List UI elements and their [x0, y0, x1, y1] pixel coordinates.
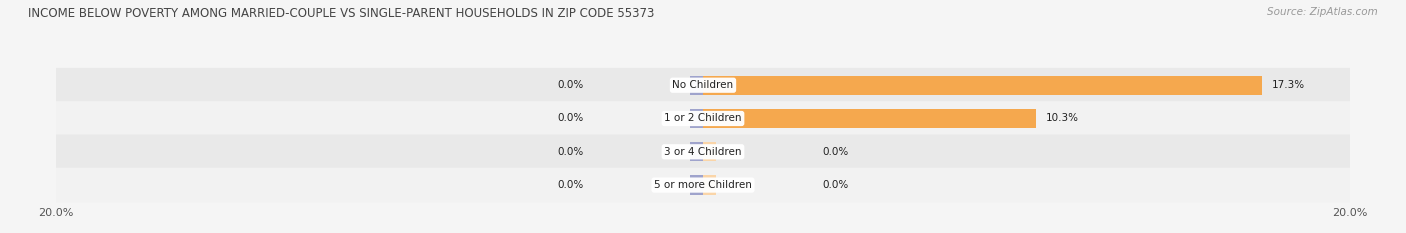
FancyBboxPatch shape [56, 134, 1350, 169]
Text: 0.0%: 0.0% [557, 113, 583, 123]
Bar [703, 75, 1263, 95]
Text: No Children: No Children [672, 80, 734, 90]
Bar [690, 109, 703, 128]
Bar [690, 142, 703, 161]
Bar [703, 142, 716, 161]
Text: 0.0%: 0.0% [823, 180, 849, 190]
Text: 0.0%: 0.0% [557, 147, 583, 157]
Text: 0.0%: 0.0% [823, 147, 849, 157]
Text: 3 or 4 Children: 3 or 4 Children [664, 147, 742, 157]
Bar [690, 75, 703, 95]
Text: 0.0%: 0.0% [557, 180, 583, 190]
Bar [703, 109, 1036, 128]
Text: 1 or 2 Children: 1 or 2 Children [664, 113, 742, 123]
FancyBboxPatch shape [56, 68, 1350, 103]
Text: 0.0%: 0.0% [557, 80, 583, 90]
Text: 5 or more Children: 5 or more Children [654, 180, 752, 190]
Bar [690, 175, 703, 195]
FancyBboxPatch shape [56, 101, 1350, 136]
Text: Source: ZipAtlas.com: Source: ZipAtlas.com [1267, 7, 1378, 17]
Text: 10.3%: 10.3% [1046, 113, 1078, 123]
Text: INCOME BELOW POVERTY AMONG MARRIED-COUPLE VS SINGLE-PARENT HOUSEHOLDS IN ZIP COD: INCOME BELOW POVERTY AMONG MARRIED-COUPL… [28, 7, 655, 20]
Text: 17.3%: 17.3% [1272, 80, 1305, 90]
FancyBboxPatch shape [56, 168, 1350, 202]
Bar [703, 175, 716, 195]
